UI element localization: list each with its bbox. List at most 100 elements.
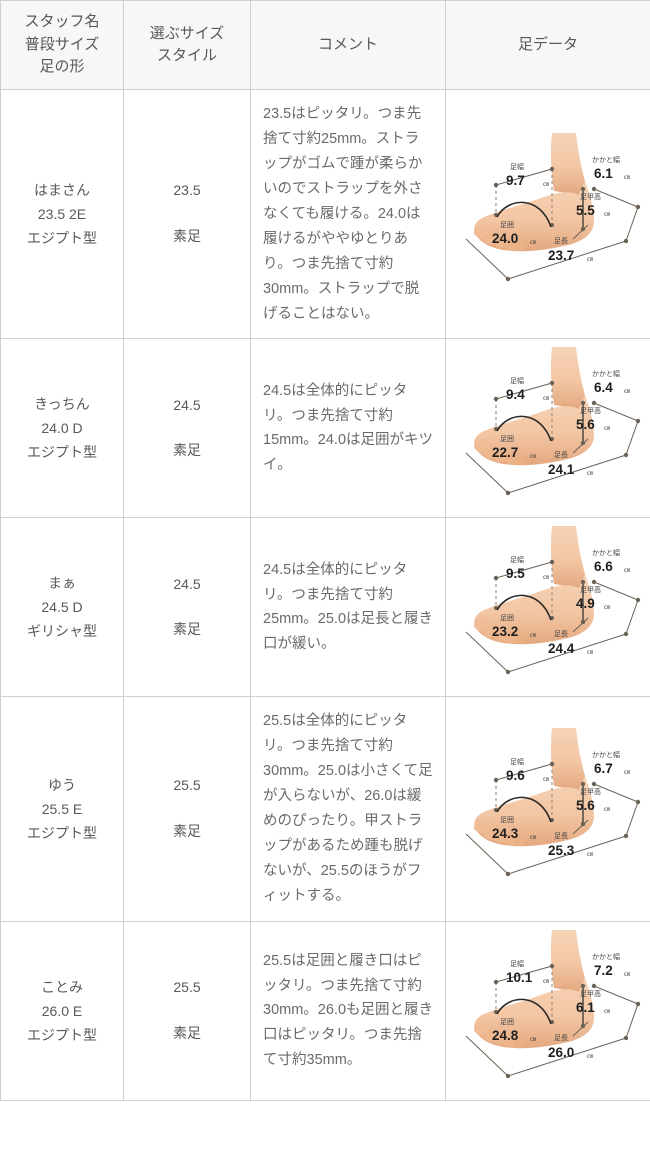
comment-text: 23.5はピッタリ。つま先捨て寸約25mm。ストラップがゴムで踵が柔らかいのでス…: [263, 106, 423, 322]
svg-text:足囲: 足囲: [500, 614, 514, 622]
node-instep-bottom: [580, 620, 586, 625]
label-heel-width: かかと幅 6.1 ㎝: [592, 155, 630, 181]
svg-text:6.4: 6.4: [594, 380, 613, 395]
label-heel-width: かかと幅 7.2 ㎝: [592, 952, 630, 978]
svg-text:㎝: ㎝: [530, 835, 536, 841]
node-width-right: [549, 963, 555, 969]
toe-4: [505, 1038, 517, 1048]
foot-length-line: [507, 454, 627, 494]
toe-4: [505, 634, 517, 645]
toe-4: [505, 836, 517, 846]
svg-text:㎝: ㎝: [604, 605, 610, 611]
label-foot-girth: 足囲 23.2 ㎝: [492, 614, 536, 639]
toe-5: [514, 243, 526, 252]
svg-text:5.5: 5.5: [576, 203, 595, 218]
svg-text:5.6: 5.6: [576, 798, 595, 813]
label-foot-length: 足長 23.7 ㎝: [548, 237, 593, 263]
toe-3: [494, 833, 508, 844]
foot-data-cell: 足幅 10.1 ㎝ かかと幅 7.2 ㎝ 足甲高 6.1 ㎝ 足囲 24.8 ㎝…: [445, 920, 650, 1101]
comment-text: 25.5は足囲と履き口はピッタリ。つま先捨て寸約30mm。26.0も足囲と履き口…: [263, 952, 434, 1069]
svg-text:㎝: ㎝: [530, 1037, 536, 1043]
toe-2: [484, 828, 498, 840]
foot-diagram: 足幅 9.6 ㎝ かかと幅 6.7 ㎝ 足甲高 5.6 ㎝ 足囲 24.3 ㎝ …: [448, 724, 648, 894]
svg-text:10.1: 10.1: [506, 970, 533, 985]
svg-text:足甲高: 足甲高: [580, 585, 601, 594]
style-label: 素足: [173, 442, 201, 459]
foot-length-line: [507, 240, 627, 280]
svg-text:9.5: 9.5: [506, 566, 525, 581]
svg-text:9.6: 9.6: [506, 768, 525, 783]
foot-width-line: [495, 382, 553, 400]
label-foot-width: 足幅 9.6 ㎝: [506, 757, 549, 783]
node-heel-ground: [623, 239, 629, 244]
foot-fitting-table: スタッフ名 普段サイズ 足の形 選ぶサイズ スタイル コメント 足データ はまさ…: [0, 0, 650, 1101]
toe-4: [505, 241, 517, 251]
toe-4: [505, 455, 517, 466]
svg-text:23.7: 23.7: [548, 248, 574, 263]
label-foot-width: 足幅 9.4 ㎝: [506, 376, 549, 402]
node-toe-ground: [505, 491, 511, 496]
svg-text:足甲高: 足甲高: [580, 787, 601, 796]
foot-data-cell: 足幅 9.7 ㎝ かかと幅 6.1 ㎝ 足甲高 5.5 ㎝ 足囲 24.0 ㎝ …: [445, 88, 650, 340]
staff-cell: はまさん 23.5 2E エジプト型: [0, 88, 124, 340]
header-staff-line3: 足の形: [39, 58, 85, 76]
node-toe-ground: [505, 871, 511, 877]
style-label: 素足: [173, 823, 201, 840]
svg-text:足囲: 足囲: [500, 1018, 514, 1026]
svg-text:足幅: 足幅: [510, 555, 524, 564]
node-width-right: [549, 167, 555, 172]
length-box-edge-left: [465, 238, 509, 280]
node-instep-bottom: [580, 821, 586, 827]
heel-width-line: [593, 402, 639, 422]
svg-text:22.7: 22.7: [492, 445, 518, 460]
foot-length-line: [507, 633, 627, 673]
label-heel-width: かかと幅 6.4 ㎝: [592, 369, 630, 395]
table-row-5: ことみ 26.0 E エジプト型 25.5 素足 25.5は足囲と履き口はピッタ…: [0, 920, 650, 1101]
staff-cell: きっちん 24.0 D エジプト型: [0, 338, 124, 519]
toe-1: [474, 226, 490, 239]
label-heel-width: かかと幅 6.7 ㎝: [592, 750, 630, 776]
staff-name: はまさん: [34, 182, 90, 199]
node-instep-bottom: [580, 227, 586, 232]
label-instep-height: 足甲高 4.9 ㎝: [576, 585, 610, 611]
svg-text:24.8: 24.8: [492, 1028, 519, 1043]
svg-text:足囲: 足囲: [500, 435, 514, 443]
toe-2: [484, 626, 498, 638]
length-box-edge-right: [625, 421, 639, 456]
node-instep-top: [580, 187, 586, 192]
node-instep-top: [580, 781, 586, 787]
foot-measurement-diagram: 足幅 10.1 ㎝ かかと幅 7.2 ㎝ 足甲高 6.1 ㎝ 足囲 24.8 ㎝…: [465, 929, 641, 1079]
svg-text:足甲高: 足甲高: [580, 192, 601, 201]
svg-text:6.6: 6.6: [594, 559, 613, 574]
node-width-left: [493, 576, 499, 581]
style-label: 素足: [173, 621, 201, 638]
chosen-size: 25.5: [173, 979, 201, 996]
svg-text:7.2: 7.2: [594, 963, 613, 978]
svg-text:㎝: ㎝: [624, 175, 630, 181]
staff-foot-shape: エジプト型: [27, 825, 97, 842]
node-heel-ground: [623, 453, 629, 458]
svg-text:かかと幅: かかと幅: [592, 952, 620, 961]
node-width-left: [493, 397, 499, 402]
label-foot-length: 足長 26.0 ㎝: [548, 1034, 593, 1060]
staff-usual-size: 24.0 D: [41, 420, 83, 437]
svg-text:㎝: ㎝: [543, 182, 549, 188]
table-row-1: はまさん 23.5 2E エジプト型 23.5 素足 23.5はピッタリ。つま先…: [0, 88, 650, 340]
svg-text:6.1: 6.1: [576, 1000, 595, 1015]
node-width-left: [493, 183, 499, 188]
svg-text:6.7: 6.7: [594, 761, 613, 776]
toe-1: [474, 440, 490, 453]
header-staff: スタッフ名 普段サイズ 足の形: [0, 0, 124, 90]
header-foot-data: 足データ: [445, 0, 650, 90]
label-foot-girth: 足囲 24.8 ㎝: [492, 1018, 536, 1043]
foot-data-cell: 足幅 9.5 ㎝ かかと幅 6.6 ㎝ 足甲高 4.9 ㎝ 足囲 23.2 ㎝ …: [445, 517, 650, 698]
foot-shape: [474, 574, 594, 645]
ankle-shape: [550, 728, 585, 791]
svg-text:㎝: ㎝: [587, 257, 593, 263]
staff-name: ゆう: [48, 777, 76, 794]
label-foot-length: 足長 25.3 ㎝: [548, 832, 593, 858]
svg-text:25.3: 25.3: [548, 843, 575, 858]
node-heel-inner: [591, 580, 597, 585]
staff-cell: ことみ 26.0 E エジプト型: [0, 920, 124, 1101]
foot-girth-arc: [496, 998, 552, 1025]
